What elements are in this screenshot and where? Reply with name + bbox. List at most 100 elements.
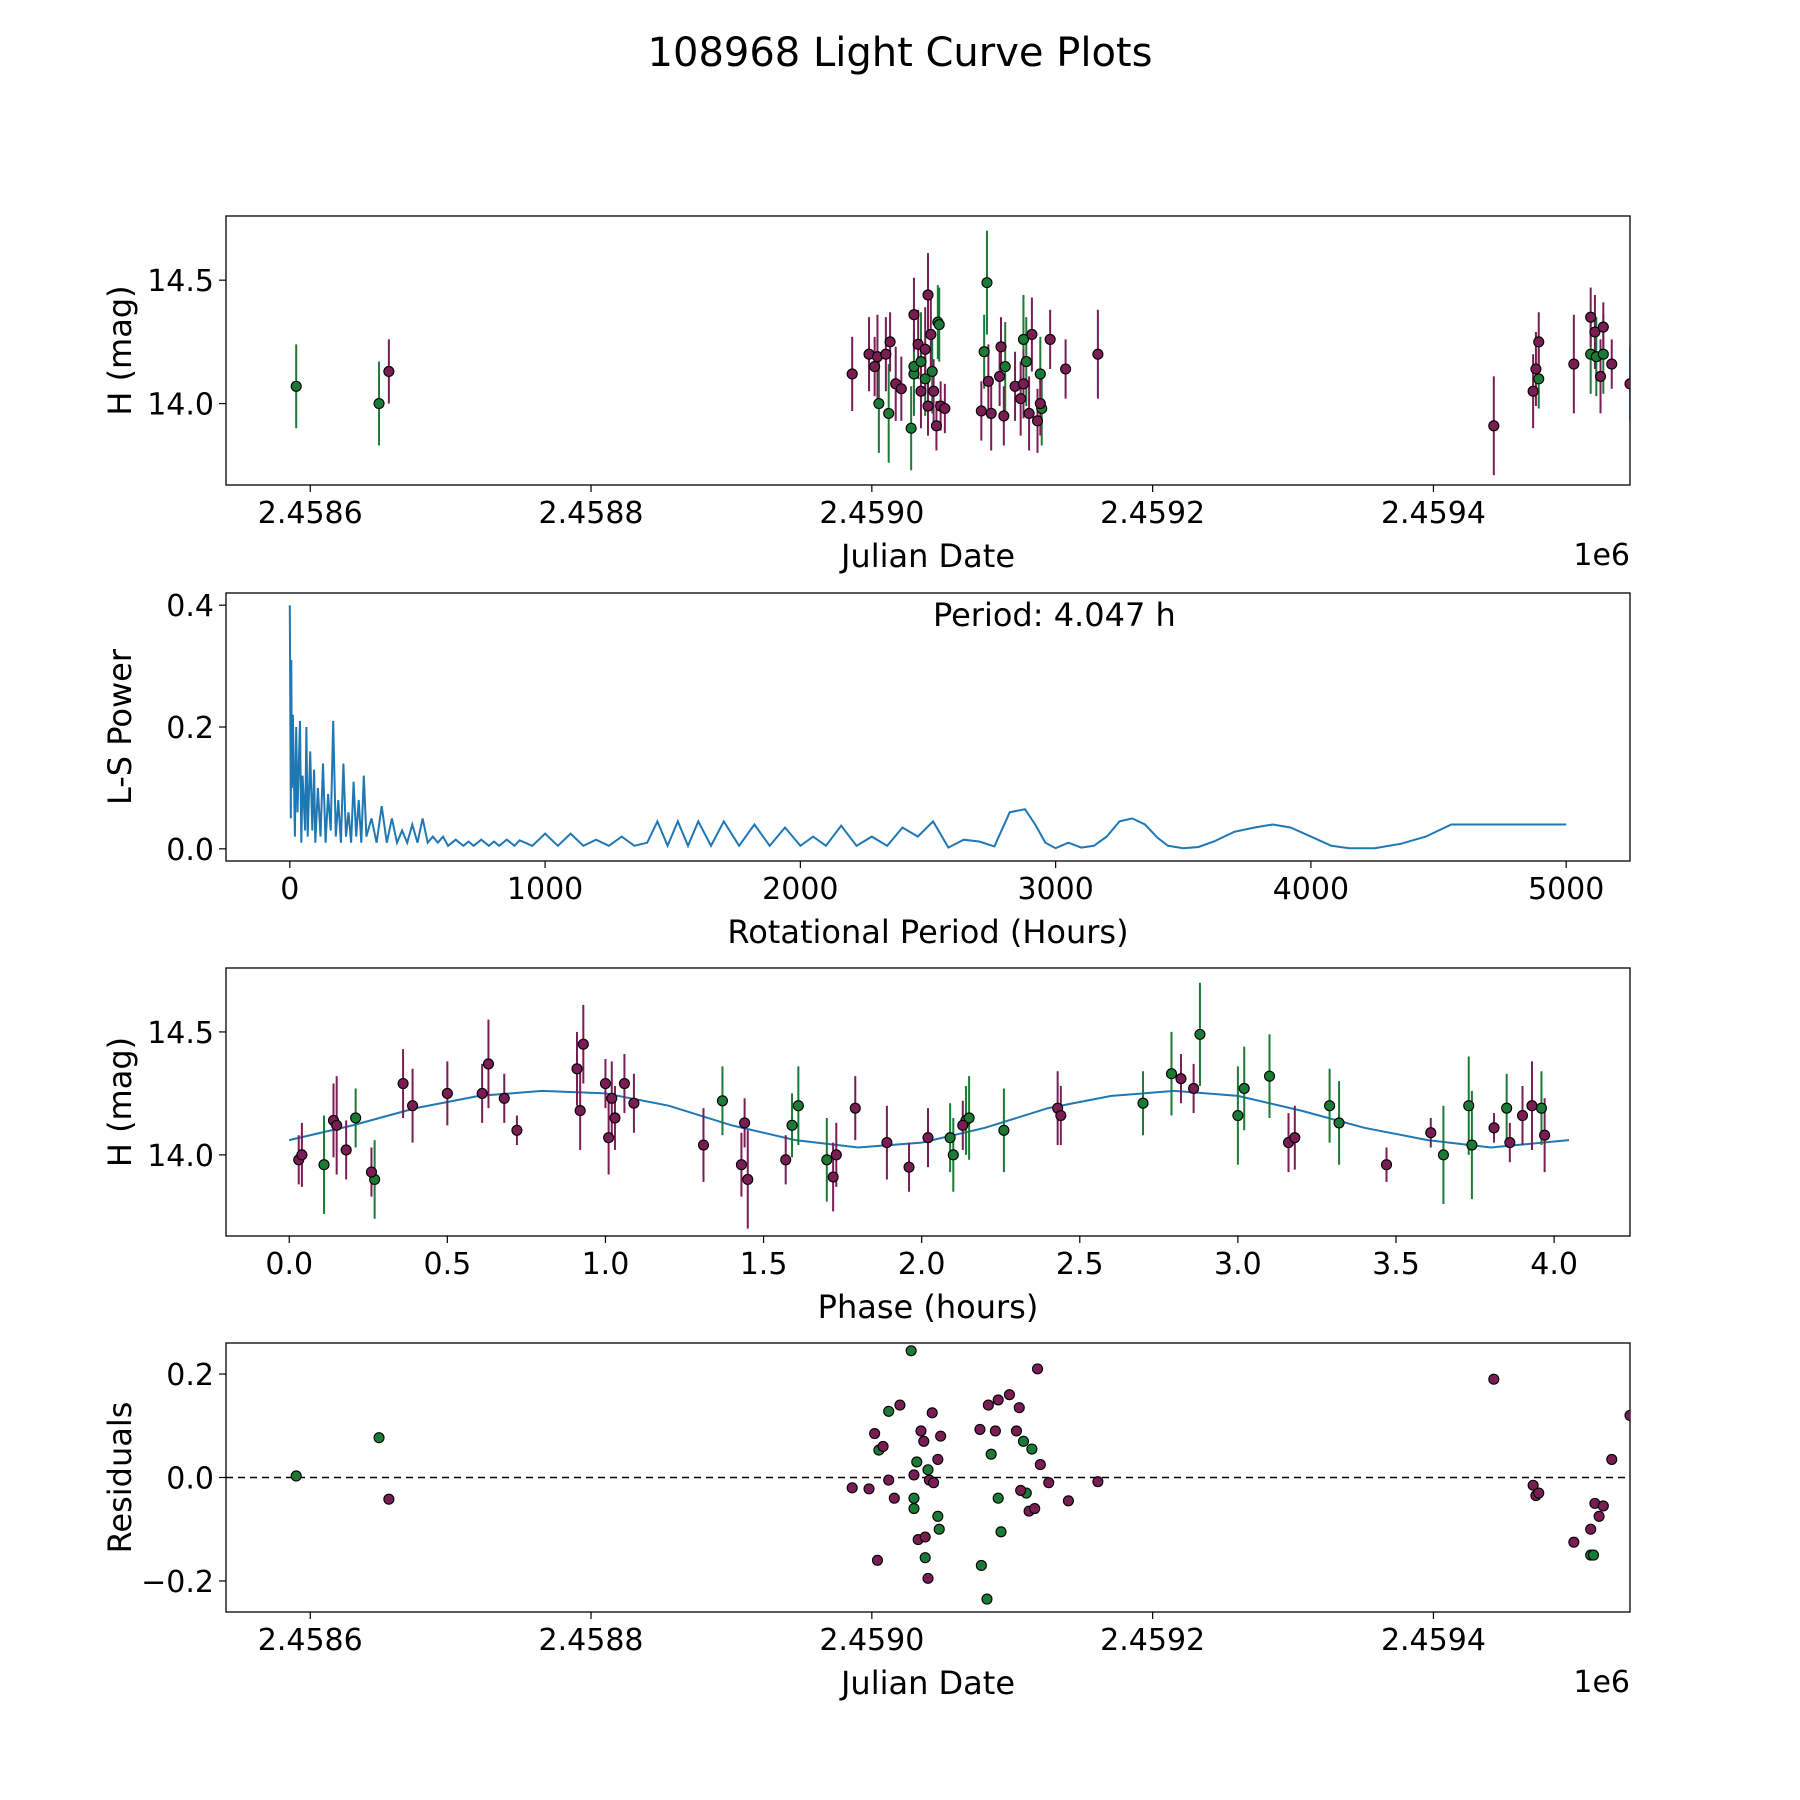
phase-point-purple bbox=[365, 1166, 378, 1178]
lightcurve-point-green bbox=[1020, 356, 1032, 368]
lightcurve-point-purple bbox=[975, 405, 987, 417]
phase-point-purple bbox=[1516, 1109, 1529, 1122]
residuals-point-purple bbox=[928, 1477, 940, 1489]
periodogram-ytick-label: 0.2 bbox=[166, 711, 214, 746]
residuals-point-green bbox=[290, 1470, 302, 1482]
phase-point-green bbox=[1463, 1100, 1475, 1112]
residuals-point-green bbox=[883, 1405, 895, 1417]
phase-panel: 0.0 0.5 1.0 1.5 2.0 2.5 3.0 3.5 4.0 14.0 14.5 Phase… bbox=[101, 967, 1631, 1326]
periodogram-frame bbox=[225, 592, 1631, 862]
phase-xtick-label: 2.5 bbox=[1056, 1247, 1104, 1282]
residuals-point-purple bbox=[974, 1423, 986, 1435]
phase-point-purple bbox=[606, 1092, 618, 1104]
lightcurve-point-purple bbox=[982, 375, 994, 387]
lightcurve-point-purple bbox=[1034, 398, 1046, 410]
lightcurve-point-purple bbox=[1017, 378, 1030, 390]
lightcurve-point-purple bbox=[1060, 363, 1072, 375]
periodogram-ytick-label: 0.4 bbox=[166, 589, 214, 624]
phase-point-purple bbox=[1380, 1159, 1393, 1171]
phase-xtick-label: 1.0 bbox=[582, 1247, 630, 1282]
residuals-point-purple bbox=[1624, 1409, 1630, 1421]
figure-title: 108968 Light Curve Plots bbox=[648, 30, 1153, 76]
phase-xtick-label: 4.0 bbox=[1530, 1247, 1578, 1282]
lightcurve-point-green bbox=[978, 346, 990, 358]
phase-point-purple bbox=[780, 1154, 792, 1166]
lightcurve-xtick-label: 2.4592 bbox=[1100, 496, 1205, 531]
residuals-point-purple bbox=[1092, 1476, 1104, 1488]
phase-point-purple bbox=[577, 1038, 589, 1050]
residuals-point-purple bbox=[918, 1435, 930, 1447]
phase-point-purple bbox=[603, 1132, 615, 1144]
lightcurve-panel: 2.4586 2.4588 2.4590 2.4592 2.4594 14.0 14.5 Ju… bbox=[101, 215, 1631, 575]
phase-point-green bbox=[1263, 1070, 1276, 1082]
residuals-point-purple bbox=[915, 1425, 927, 1437]
lightcurve-point-purple bbox=[383, 365, 395, 378]
residuals-point-purple bbox=[1043, 1477, 1055, 1489]
residuals-point-purple bbox=[1031, 1363, 1044, 1375]
lightcurve-xtick-label: 2.4590 bbox=[819, 496, 924, 531]
lightcurve-point-green bbox=[999, 360, 1011, 373]
phase-point-purple bbox=[1488, 1122, 1500, 1134]
phase-point-purple bbox=[903, 1161, 915, 1173]
residuals-point-purple bbox=[1034, 1459, 1046, 1471]
lightcurve-point-purple bbox=[922, 400, 934, 412]
phase-point-purple bbox=[571, 1063, 583, 1075]
phase-point-purple bbox=[1539, 1129, 1551, 1141]
phase-frame bbox=[225, 967, 1631, 1237]
periodogram-xtick-label: 0 bbox=[280, 872, 299, 907]
periodogram-annotation: Period: 4.047 h bbox=[933, 596, 1176, 634]
phase-point-purple bbox=[618, 1078, 630, 1090]
residuals-point-purple bbox=[883, 1474, 895, 1486]
phase-point-purple bbox=[609, 1112, 621, 1124]
residuals-point-green bbox=[908, 1502, 920, 1515]
phase-point-purple bbox=[599, 1078, 612, 1090]
lightcurve-point-purple bbox=[930, 420, 942, 432]
phase-point-green bbox=[1501, 1102, 1513, 1114]
residuals-point-purple bbox=[1013, 1402, 1025, 1414]
phase-point-green bbox=[350, 1112, 362, 1124]
phase-point-purple bbox=[441, 1087, 453, 1099]
lightcurve-point-purple bbox=[1597, 321, 1609, 333]
lightcurve-point-green bbox=[915, 356, 927, 368]
lightcurve-point-green bbox=[873, 398, 885, 410]
residuals-point-green bbox=[1026, 1443, 1038, 1455]
residuals-point-purple bbox=[1488, 1373, 1500, 1385]
residuals-point-green bbox=[373, 1432, 385, 1444]
lightcurve-point-purple bbox=[884, 336, 896, 348]
lightcurve-point-purple bbox=[1530, 363, 1542, 375]
lightcurve-point-green bbox=[919, 373, 931, 385]
residuals-point-green bbox=[932, 1510, 944, 1522]
lightcurve-point-purple bbox=[928, 385, 940, 397]
lightcurve-point-green bbox=[1017, 333, 1030, 345]
residuals-point-purple bbox=[863, 1483, 875, 1495]
phase-point-purple bbox=[697, 1139, 710, 1151]
phase-point-purple bbox=[1175, 1073, 1187, 1085]
lightcurve-point-purple bbox=[895, 383, 907, 395]
phase-point-purple bbox=[849, 1102, 861, 1114]
lightcurve-point-purple bbox=[1026, 328, 1038, 341]
phase-point-purple bbox=[922, 1132, 934, 1144]
residuals-ylabel: Residuals bbox=[101, 1402, 139, 1554]
phase-point-purple bbox=[1055, 1109, 1067, 1122]
phase-xlabel: Phase (hours) bbox=[818, 1288, 1039, 1326]
residuals-point-green bbox=[905, 1345, 917, 1357]
residuals-point-purple bbox=[919, 1531, 931, 1543]
residuals-point-purple bbox=[1593, 1510, 1605, 1522]
phase-point-green bbox=[1137, 1097, 1149, 1109]
periodogram-xtick-label: 3000 bbox=[1017, 872, 1093, 907]
residuals-point-purple bbox=[1015, 1484, 1027, 1496]
lightcurve-xtick-label: 2.4594 bbox=[1381, 496, 1486, 531]
lightcurve-xtick-label: 2.4588 bbox=[539, 496, 644, 531]
residuals-ytick-label: 0.0 bbox=[166, 1462, 214, 1497]
phase-point-green bbox=[1194, 1028, 1206, 1040]
lightcurve-point-purple bbox=[1023, 407, 1035, 419]
phase-point-purple bbox=[957, 1119, 969, 1131]
phase-ytick-label: 14.0 bbox=[147, 1139, 214, 1174]
residuals-point-green bbox=[908, 1492, 920, 1504]
lightcurve-point-purple bbox=[985, 407, 997, 419]
phase-xtick-label: 0.0 bbox=[265, 1247, 313, 1282]
residuals-point-purple bbox=[1597, 1500, 1609, 1512]
lightcurve-ytick-label: 14.0 bbox=[147, 388, 214, 423]
phase-point-green bbox=[1165, 1068, 1178, 1080]
lightcurve-point-green bbox=[290, 380, 302, 392]
